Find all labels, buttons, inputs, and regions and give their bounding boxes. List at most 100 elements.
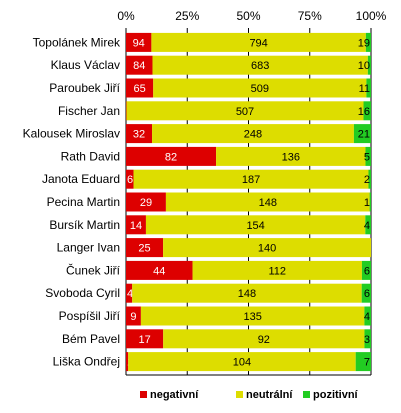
data-label: 2 bbox=[364, 174, 370, 186]
data-label: 683 bbox=[251, 60, 269, 72]
bar-segment-neutrální bbox=[216, 146, 366, 166]
data-label: 44 bbox=[153, 265, 165, 277]
data-label: 4 bbox=[364, 220, 370, 232]
category-label: Bursík Martin bbox=[49, 218, 120, 232]
bar-segment-pozitivní bbox=[361, 283, 371, 303]
bar-segment-negativní bbox=[126, 55, 153, 75]
bar-segment-negativní bbox=[126, 329, 164, 349]
data-label: 104 bbox=[233, 357, 251, 369]
data-label: 6 bbox=[364, 288, 370, 300]
bar-segment-negativní bbox=[126, 283, 133, 303]
category-label: Liška Ondřej bbox=[53, 355, 120, 369]
data-label: 507 bbox=[236, 106, 254, 118]
bar-segment-negativní bbox=[126, 306, 141, 326]
category-label: Klaus Václav bbox=[51, 58, 120, 72]
legend-label: neutrální bbox=[246, 389, 293, 401]
bar-segment-neutrální bbox=[152, 55, 368, 75]
category-label: Topolánek Mirek bbox=[33, 35, 121, 49]
data-label: 84 bbox=[133, 60, 145, 72]
bar-segment-neutrální bbox=[145, 215, 366, 235]
data-label: 136 bbox=[282, 151, 300, 163]
bar-segment-neutrální bbox=[140, 306, 365, 326]
category-label: Paroubek Jiří bbox=[49, 81, 120, 95]
bar-segment-neutrální bbox=[165, 192, 370, 212]
category-label: Kalousek Miroslav bbox=[23, 127, 120, 141]
legend-swatch bbox=[140, 391, 147, 398]
data-label: 4 bbox=[364, 311, 370, 323]
data-label: 148 bbox=[238, 288, 256, 300]
data-label: 16 bbox=[358, 106, 370, 118]
bar-segment-negativní bbox=[126, 146, 217, 166]
data-label: 29 bbox=[140, 197, 152, 209]
bar-segment-pozitivní bbox=[369, 192, 371, 212]
bar-segment-pozitivní bbox=[364, 306, 371, 326]
data-label: 25 bbox=[138, 243, 150, 255]
legend-swatch bbox=[236, 391, 243, 398]
x-tick-label: 100% bbox=[356, 9, 387, 23]
data-label: 19 bbox=[358, 37, 370, 49]
data-label: 248 bbox=[244, 129, 262, 141]
data-label: 94 bbox=[133, 37, 145, 49]
data-label: 11 bbox=[359, 83, 370, 95]
category-label: Pecina Martin bbox=[47, 195, 120, 209]
bar-segment-pozitivní bbox=[355, 352, 371, 372]
bar-segment-negativní bbox=[126, 260, 193, 280]
category-label: Bém Pavel bbox=[62, 332, 120, 346]
data-label: 17 bbox=[138, 334, 150, 346]
data-label: 5 bbox=[364, 151, 370, 163]
bar-segment-neutrální bbox=[126, 101, 364, 121]
bar-segment-neutrální bbox=[133, 169, 369, 189]
bar-segment-pozitivní bbox=[363, 101, 371, 121]
bar-segment-pozitivní bbox=[368, 169, 371, 189]
bar-segment-pozitivní bbox=[366, 78, 371, 98]
data-label: 135 bbox=[243, 311, 261, 323]
bar-segment-negativní bbox=[126, 192, 166, 212]
data-label: 82 bbox=[165, 151, 177, 163]
data-label: 14 bbox=[130, 220, 142, 232]
bar-segment-pozitivní bbox=[361, 260, 371, 280]
bar-segment-neutrální bbox=[152, 124, 354, 144]
bar-segment-negativní bbox=[126, 78, 154, 98]
bar-segment-negativní bbox=[126, 169, 134, 189]
data-label: 112 bbox=[268, 265, 286, 277]
bar-segment-pozitivní bbox=[365, 146, 371, 166]
data-label: 9 bbox=[130, 311, 136, 323]
bar-segment-pozitivní bbox=[367, 55, 371, 75]
category-label: Rath David bbox=[61, 149, 120, 163]
bar-segment-neutrální bbox=[132, 283, 362, 303]
data-label: 140 bbox=[258, 243, 276, 255]
x-tick-label: 0% bbox=[117, 9, 135, 23]
bar-segment-neutrální bbox=[163, 329, 365, 349]
legend-swatch bbox=[303, 391, 310, 398]
data-label: 148 bbox=[259, 197, 277, 209]
bar-segment-negativní bbox=[126, 32, 152, 52]
bar-segment-negativní bbox=[126, 238, 164, 258]
data-label: 10 bbox=[358, 60, 370, 72]
legend-label: pozitivní bbox=[313, 389, 359, 401]
bar-segment-negativní bbox=[126, 215, 146, 235]
bar-segment-neutrální bbox=[153, 78, 367, 98]
legend-label: negativní bbox=[150, 389, 199, 401]
data-label: 509 bbox=[251, 83, 269, 95]
data-label: 1 bbox=[364, 197, 370, 209]
bar-segment-neutrální bbox=[128, 352, 356, 372]
bar-segment-pozitivní bbox=[365, 215, 371, 235]
x-tick-label: 75% bbox=[298, 9, 322, 23]
data-label: 32 bbox=[133, 129, 145, 141]
data-label: 794 bbox=[249, 37, 267, 49]
category-label: Svoboda Cyril bbox=[45, 286, 120, 300]
data-label: 6 bbox=[127, 174, 133, 186]
bar-segment-pozitivní bbox=[365, 32, 371, 52]
data-label: 187 bbox=[242, 174, 260, 186]
x-tick-label: 25% bbox=[175, 9, 199, 23]
bar-segment-pozitivní bbox=[364, 329, 371, 349]
data-label: 6 bbox=[364, 265, 370, 277]
category-label: Čunek Jiří bbox=[66, 262, 121, 277]
data-label: 3 bbox=[364, 334, 370, 346]
bar-segment-neutrální bbox=[192, 260, 362, 280]
data-label: 65 bbox=[133, 83, 145, 95]
category-label: Pospíšil Jiří bbox=[59, 309, 121, 323]
bar-segment-pozitivní bbox=[353, 124, 371, 144]
bar-segment-negativní bbox=[126, 124, 153, 144]
